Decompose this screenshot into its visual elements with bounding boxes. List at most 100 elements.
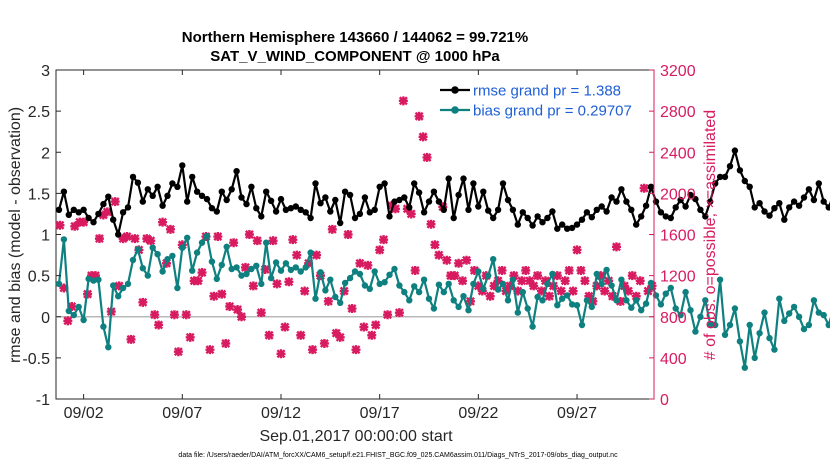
rmse-point [494, 206, 502, 213]
bias-point [440, 288, 447, 296]
obs-count-point [367, 330, 377, 340]
obs-count-point [343, 230, 353, 239]
obs-count-point [631, 291, 641, 301]
obs-count-point [371, 320, 381, 330]
bias-point [657, 301, 665, 308]
rmse-point [80, 206, 87, 213]
rmse-point [687, 191, 694, 199]
y-tick-label-right: 2000 [660, 186, 696, 203]
rmse-point [198, 192, 206, 199]
bias-point [317, 269, 324, 276]
rmse-point [90, 219, 97, 226]
rmse-point [332, 196, 339, 204]
obs-count-point [529, 281, 539, 291]
bias-point [80, 316, 87, 324]
bias-point [297, 268, 304, 275]
bias-point [233, 264, 240, 271]
x-tick-label: 09/22 [458, 405, 498, 422]
obs-count-point [225, 301, 235, 311]
obs-count-point [221, 338, 231, 348]
rmse-point [573, 221, 581, 228]
bias-point [415, 288, 423, 296]
obs-count-point [284, 277, 294, 287]
rmse-point [633, 221, 640, 228]
rmse-point [608, 194, 615, 201]
bias-point [776, 295, 783, 302]
bias-point [544, 280, 551, 288]
bias-point [583, 297, 591, 304]
rmse-point [346, 191, 354, 199]
obs-count-point [272, 279, 282, 289]
bias-point [267, 274, 275, 282]
bias-point [396, 282, 403, 289]
rmse-point [657, 209, 665, 216]
obs-count-point [252, 236, 262, 246]
rmse-point [559, 221, 566, 228]
rmse-point [707, 198, 714, 205]
obs-count-point [612, 242, 622, 252]
bias-point [134, 246, 142, 253]
bias-point [736, 338, 744, 345]
obs-count-point [248, 281, 258, 291]
obs-count-point [469, 265, 479, 275]
obs-count-point [256, 308, 266, 318]
obs-count-point [639, 183, 649, 193]
obs-count-point [264, 330, 274, 340]
rmse-point [524, 214, 531, 222]
rmse-point [564, 225, 571, 232]
obs-count-point [280, 322, 290, 332]
chart-title-line1: Northern Hemisphere 143660 / 144062 = 99… [182, 29, 528, 46]
rmse-point [401, 194, 408, 201]
obs-count-point [102, 207, 112, 217]
obs-count-point [205, 345, 215, 355]
bias-point [70, 311, 78, 319]
bias-point [277, 267, 285, 274]
obs-count-point [556, 286, 566, 296]
obs-count-point [422, 152, 432, 162]
rmse-point [253, 205, 260, 212]
bias-point [529, 323, 536, 330]
obs-count-point [473, 281, 483, 291]
obs-count-point [398, 96, 408, 106]
bias-point [411, 283, 418, 290]
rmse-point [499, 180, 507, 187]
bias-point [307, 249, 314, 256]
obs-count-point [327, 224, 337, 234]
bias-point [667, 284, 674, 292]
bias-point [223, 243, 230, 250]
obs-count-point [312, 250, 322, 260]
rmse-point [677, 196, 684, 204]
bias-point [406, 297, 413, 304]
bias-point [642, 300, 650, 307]
obs-count-point [173, 347, 183, 357]
bias-point [460, 293, 467, 300]
rmse-point [386, 213, 393, 220]
bias-point [475, 268, 482, 275]
rmse-point [771, 205, 778, 212]
bias-point [687, 307, 694, 314]
rmse-point [534, 213, 541, 220]
rmse-point [213, 208, 220, 215]
bias-point [485, 272, 492, 279]
bias-point [213, 275, 220, 283]
legend-rmse-marker [451, 86, 459, 94]
rmse-point [756, 200, 763, 207]
bias-point [539, 297, 546, 304]
bias-point [337, 299, 344, 306]
obs-count-point [142, 234, 152, 244]
y-tick-label-right: 400 [660, 351, 687, 368]
bias-point [470, 280, 477, 288]
y-tick-label-right: 1600 [660, 228, 696, 245]
rmse-point [243, 200, 250, 208]
rmse-point [514, 221, 521, 228]
rmse-point [815, 180, 822, 187]
rmse-point [470, 180, 477, 187]
obs-count-point [564, 265, 574, 275]
rmse-point [60, 188, 68, 195]
bias-point [208, 258, 216, 265]
obs-count-point [560, 276, 570, 286]
rmse-point [618, 186, 625, 193]
bias-point [154, 251, 161, 258]
bias-point [554, 302, 561, 309]
bias-point [425, 295, 433, 302]
